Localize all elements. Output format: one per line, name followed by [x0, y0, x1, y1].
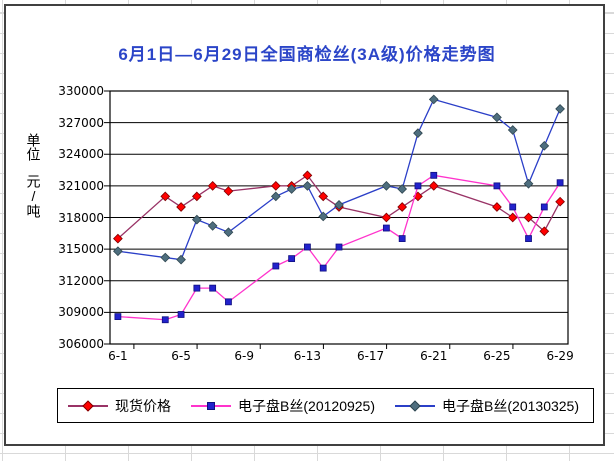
marker-diamond — [428, 94, 439, 105]
chart-title: 6月1日—6月29日全国商检丝(3A级)价格走势图 — [118, 45, 496, 64]
x-tick-label: 6-1 — [108, 349, 128, 363]
legend-line-sample — [68, 399, 108, 412]
marker-square — [193, 284, 201, 292]
marker-diamond — [555, 196, 565, 207]
marker-diamond — [176, 254, 186, 265]
marker-diamond — [492, 202, 502, 212]
marker-square — [177, 311, 185, 318]
marker-diamond — [318, 211, 329, 222]
marker-square — [493, 182, 501, 190]
y-tick-label: 321000 — [58, 178, 104, 193]
y-axis-unit-line2: 元/吨 — [25, 174, 42, 218]
legend-label: 现货价格 — [115, 397, 171, 414]
marker-square — [304, 243, 311, 251]
y-tick-label: 318000 — [58, 210, 104, 225]
legend-item-spot: 现货价格 — [68, 396, 171, 416]
y-tick-label: 315000 — [58, 242, 104, 257]
x-tick-label: 6-13 — [293, 349, 322, 363]
marker-diamond — [507, 212, 518, 223]
marker-diamond — [555, 104, 565, 114]
marker-diamond — [413, 128, 423, 139]
marker-diamond — [381, 181, 392, 191]
marker-diamond — [207, 181, 218, 191]
series-line-电子盘B丝(20130325) — [117, 98, 561, 261]
legend-marker-diamond-icon — [409, 399, 421, 412]
x-tick-label: 6-5 — [171, 349, 191, 363]
marker-square — [209, 284, 217, 292]
legend-item-b2013: 电子盘B丝(20130325) — [395, 396, 579, 416]
chart-frame — [4, 4, 605, 446]
legend-marker-square-icon — [207, 401, 216, 410]
marker-square — [335, 243, 343, 251]
marker-square — [414, 182, 422, 190]
marker-diamond — [397, 184, 408, 194]
y-axis-unit-label: 单位 元/吨 — [24, 133, 42, 218]
x-tick-label: 6-21 — [420, 349, 448, 363]
legend-label: 电子盘B丝(20120925) — [238, 397, 375, 414]
marker-square — [288, 255, 296, 263]
y-axis-unit-gap — [24, 161, 42, 174]
marker-diamond — [539, 226, 550, 237]
marker-diamond — [113, 246, 123, 257]
marker-diamond — [270, 191, 281, 202]
marker-diamond — [223, 186, 234, 197]
marker-diamond — [492, 112, 502, 123]
marker-diamond — [428, 181, 439, 191]
marker-square — [540, 203, 548, 211]
y-tick-label: 327000 — [58, 115, 104, 130]
marker-diamond — [191, 191, 202, 202]
marker-diamond — [318, 191, 329, 202]
marker-diamond — [302, 181, 313, 191]
marker-square — [556, 179, 564, 187]
plot-border — [109, 90, 569, 345]
y-tick-label: 309000 — [58, 305, 104, 320]
marker-diamond — [176, 202, 186, 212]
marker-square — [225, 298, 232, 306]
y-tick-label: 312000 — [58, 273, 104, 288]
y-axis-unit-line1: 单位 — [25, 133, 42, 161]
marker-square — [525, 235, 532, 242]
legend: 现货价格 电子盘B丝(20120925) 电子盘B丝(20130325) — [57, 388, 594, 423]
marker-square — [161, 316, 169, 324]
marker-diamond — [113, 233, 123, 244]
legend-item-b2012: 电子盘B丝(20120925) — [191, 396, 375, 416]
marker-diamond — [286, 184, 297, 194]
marker-square — [114, 313, 122, 320]
marker-diamond — [334, 199, 344, 210]
x-tick-label: 6-9 — [234, 349, 255, 363]
marker-diamond — [302, 170, 313, 181]
marker-diamond — [539, 140, 550, 151]
y-tick-label: 324000 — [58, 147, 104, 162]
marker-diamond — [191, 214, 202, 225]
legend-line-sample — [395, 399, 436, 412]
x-tick-label: 6-17 — [356, 349, 385, 363]
marker-square — [430, 171, 438, 179]
marker-diamond — [223, 227, 234, 238]
marker-diamond — [160, 191, 171, 202]
y-tick-label: 306000 — [58, 337, 104, 351]
marker-diamond — [507, 125, 518, 135]
x-tick-label: 6-25 — [483, 349, 511, 363]
marker-diamond — [523, 212, 534, 223]
marker-diamond — [207, 221, 218, 231]
marker-diamond — [397, 202, 408, 212]
marker-diamond — [270, 181, 281, 191]
marker-diamond — [160, 252, 171, 263]
marker-square — [509, 203, 517, 211]
legend-line-sample — [191, 401, 232, 410]
x-tick-label: 6-29 — [546, 349, 574, 363]
marker-square — [382, 224, 390, 232]
marker-diamond — [523, 178, 534, 189]
marker-diamond — [381, 212, 392, 223]
marker-square — [272, 262, 280, 270]
marker-square — [319, 264, 327, 272]
legend-label: 电子盘B丝(20130325) — [442, 397, 579, 414]
legend-marker-diamond-icon — [82, 399, 94, 412]
marker-square — [398, 235, 406, 242]
y-tick-label: 330000 — [58, 84, 104, 98]
